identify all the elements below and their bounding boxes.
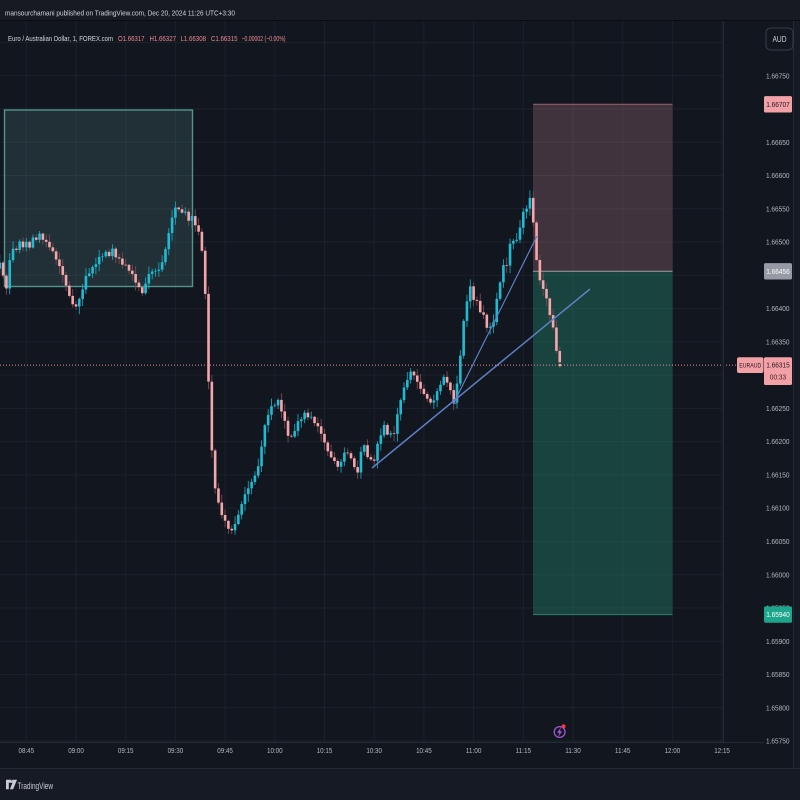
svg-text:11:45: 11:45 [615, 746, 631, 755]
svg-text:1.66200: 1.66200 [766, 437, 790, 446]
svg-text:C1.66315: C1.66315 [211, 36, 238, 43]
svg-text:00:33: 00:33 [770, 373, 786, 382]
svg-text:L1.66308: L1.66308 [181, 36, 207, 43]
svg-text:12:15: 12:15 [714, 746, 730, 755]
svg-text:1.66000: 1.66000 [766, 570, 790, 579]
svg-text:H1.66327: H1.66327 [150, 36, 177, 43]
svg-text:1.66050: 1.66050 [766, 537, 790, 546]
svg-text:EURAUD: EURAUD [739, 363, 761, 370]
svg-text:Euro / Australian Dollar, 1, F: Euro / Australian Dollar, 1, FOREX.com [8, 36, 113, 43]
svg-text:−0.00002 (−0.00%): −0.00002 (−0.00%) [242, 36, 286, 43]
svg-text:1.66650: 1.66650 [766, 138, 790, 147]
svg-text:10:30: 10:30 [366, 746, 382, 755]
svg-text:11:15: 11:15 [516, 746, 532, 755]
svg-text:AUD: AUD [773, 35, 787, 44]
svg-text:10:45: 10:45 [416, 746, 432, 755]
svg-text:1.66315: 1.66315 [766, 361, 790, 370]
svg-text:1.66500: 1.66500 [766, 238, 790, 247]
svg-text:1.66456: 1.66456 [766, 267, 790, 276]
svg-text:1.66150: 1.66150 [766, 471, 790, 480]
svg-text:1.66550: 1.66550 [766, 204, 790, 213]
svg-text:11:30: 11:30 [565, 746, 581, 755]
svg-text:1.66600: 1.66600 [766, 171, 790, 180]
svg-text:09:45: 09:45 [217, 746, 233, 755]
svg-text:1.65800: 1.65800 [766, 703, 790, 712]
svg-text:1.66707: 1.66707 [766, 100, 790, 109]
svg-text:1.65850: 1.65850 [766, 670, 790, 679]
svg-text:12:00: 12:00 [665, 746, 681, 755]
svg-text:1.66100: 1.66100 [766, 504, 790, 513]
svg-text:1.65940: 1.65940 [766, 610, 790, 619]
svg-text:1.66750: 1.66750 [766, 71, 790, 80]
svg-text:O1.66317: O1.66317 [118, 36, 145, 43]
svg-text:10:00: 10:00 [267, 746, 283, 755]
svg-text:09:30: 09:30 [168, 746, 184, 755]
svg-text:1.66350: 1.66350 [766, 337, 790, 346]
svg-text:mansourchamani published on Tr: mansourchamani published on TradingView.… [5, 9, 235, 18]
svg-text:10:15: 10:15 [317, 746, 333, 755]
svg-text:11:00: 11:00 [466, 746, 482, 755]
svg-text:1.66400: 1.66400 [766, 304, 790, 313]
svg-text:09:15: 09:15 [118, 746, 134, 755]
svg-text:TradingView: TradingView [18, 780, 54, 791]
svg-text:1.65900: 1.65900 [766, 637, 790, 646]
svg-text:1.66250: 1.66250 [766, 404, 790, 413]
svg-text:1.65750: 1.65750 [766, 737, 790, 746]
svg-text:09:00: 09:00 [68, 746, 84, 755]
svg-text:08:45: 08:45 [19, 746, 35, 755]
